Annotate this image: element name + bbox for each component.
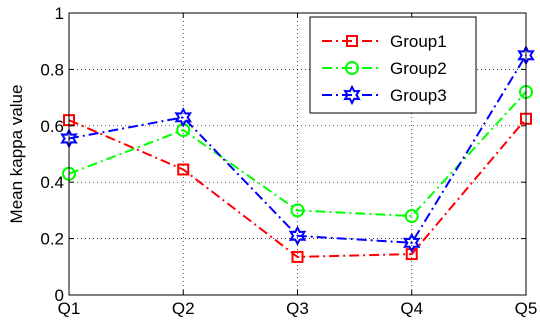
axis-ticks: Q1 Q2 Q3 Q4 Q5 0 0.2 0.4 0.6 0.8 1 bbox=[40, 4, 537, 318]
data-point bbox=[404, 209, 419, 224]
x-tick-label: Q4 bbox=[400, 299, 423, 318]
y-axis-label: Mean kappa value bbox=[7, 85, 26, 224]
legend-item: Group2 bbox=[322, 59, 447, 78]
y-tick-label: 0.4 bbox=[40, 173, 64, 192]
data-point bbox=[177, 163, 190, 176]
data-point bbox=[291, 250, 304, 263]
x-tick-label: Q2 bbox=[172, 299, 195, 318]
y-tick-label: 0.2 bbox=[40, 230, 64, 249]
legend-label: Group1 bbox=[390, 32, 447, 51]
series-line bbox=[68, 118, 527, 258]
y-tick-label: 0.6 bbox=[40, 117, 64, 136]
legend-label: Group2 bbox=[390, 59, 447, 78]
y-tick-label: 0.8 bbox=[40, 60, 64, 79]
legend: Group1 Group2 Group3 bbox=[309, 16, 477, 114]
legend-marker bbox=[346, 35, 358, 47]
legend-marker bbox=[345, 61, 359, 75]
x-tick-label: Q5 bbox=[515, 299, 538, 318]
data-point bbox=[290, 203, 305, 218]
data-point bbox=[402, 232, 421, 253]
grid-lines bbox=[69, 13, 526, 295]
data-point bbox=[174, 107, 193, 128]
legend-item: Group1 bbox=[322, 32, 447, 51]
x-tick-label: Q3 bbox=[286, 299, 309, 318]
series-line bbox=[68, 54, 527, 244]
legend-item: Group3 bbox=[322, 84, 447, 106]
y-tick-label: 1 bbox=[55, 4, 64, 23]
x-tick-label: Q1 bbox=[58, 299, 81, 318]
y-tick-label: 0 bbox=[55, 286, 64, 305]
legend-label: Group3 bbox=[390, 86, 447, 105]
series-layer bbox=[60, 45, 535, 263]
legend-marker bbox=[343, 84, 361, 106]
data-point bbox=[288, 225, 307, 246]
legend-box bbox=[309, 16, 477, 114]
series-line bbox=[68, 91, 527, 218]
